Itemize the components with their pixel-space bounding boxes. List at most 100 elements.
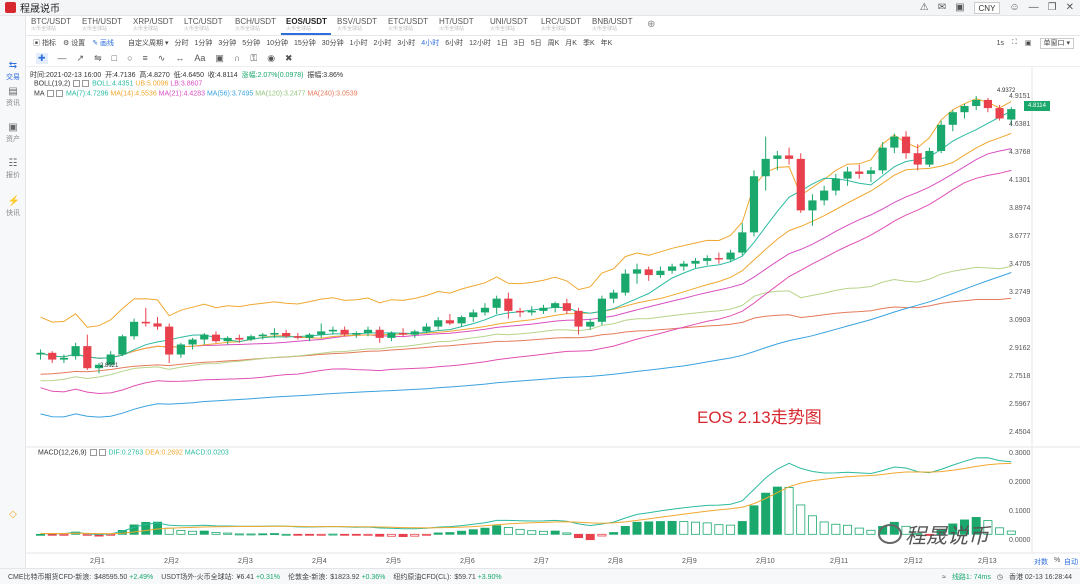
fullscreen-icon[interactable]: ⛶ [1012,39,1017,46]
period-option[interactable]: 5分钟 [242,40,261,47]
quote-item[interactable]: USDT场外-火币全球站: ¥6.41 +0.31% [161,573,280,581]
currency-select[interactable]: CNY [973,2,1001,14]
measure-tool-icon[interactable]: ▣ [215,52,224,63]
ray-tool-icon[interactable]: ↗ [76,52,85,63]
add-tab-icon[interactable]: ⊕ [647,19,656,30]
period-option[interactable]: 分时 [174,40,189,47]
settings-button[interactable]: ⚙ 设置 [62,40,86,47]
fib-tool-icon[interactable]: ≡ [142,53,148,63]
indicator-settings-icon[interactable] [89,449,97,456]
tab-btc[interactable]: BTC/USDT 火币全球站 [26,17,76,35]
period-option[interactable]: 季K [582,40,595,47]
period-option[interactable]: 1小时 [349,40,368,47]
tab-eos[interactable]: EOS/USDT 火币全球站 [281,17,331,35]
quote-item[interactable]: 伦敦金-新浪: $1823.92 +0.36% [287,573,386,581]
period-option[interactable]: 周K [547,40,560,47]
delete-tool-icon[interactable]: ✖ [285,52,293,63]
bell-icon[interactable]: ⚠ [919,2,929,13]
candle-up [270,333,279,335]
period-option[interactable]: 2小时 [373,40,392,47]
current-price-tag: 4.8114 [1024,101,1050,111]
ma-legend: MA MA(7):4.7296 MA(14):4.5536 MA(21):4.4… [34,90,358,97]
chart-area[interactable] [26,67,1080,568]
price-tick: 4.1301 [1009,177,1031,184]
tab-bch[interactable]: BCH/USDT 火币全球站 [230,17,280,35]
layout-select[interactable]: 单窗口 ▾ [1039,37,1074,49]
quote-item[interactable]: 纽约原油CFD(CL): $59.71 +3.90% [393,573,502,581]
log-scale-toggle[interactable]: 对数 [1034,559,1048,566]
period-option[interactable]: 5日 [530,40,542,47]
circle-tool-icon[interactable]: ○ [127,53,133,63]
macd-bar [807,515,817,535]
period-option[interactable]: 1日 [496,40,508,47]
macd-bar [211,532,221,535]
macd-bar [293,533,303,536]
macd-bar [936,529,946,535]
tab-bnb[interactable]: BNB/USDT 火币全球站 [587,17,637,35]
sidebar-item-quote[interactable]: ☷ 报价 [0,158,26,180]
indicator-settings-icon[interactable] [47,90,55,97]
magnet-tool-icon[interactable]: ∩ [233,53,241,63]
period-option[interactable]: 3日 [513,40,525,47]
macd-bar [398,533,408,537]
tab-bsv[interactable]: BSV/USDT 火币全球站 [332,17,382,35]
sidebar-item-assets[interactable]: ▣ 资产 [0,122,26,144]
tab-exchange: 火币全球站 [541,26,567,32]
rect-tool-icon[interactable]: □ [111,53,118,63]
arrow-tool-icon[interactable]: ↔ [175,53,185,63]
indicator-button[interactable]: ▣ 指标 [33,40,56,47]
sidebar-item-gift[interactable]: ◇ [0,509,26,521]
macd-bar [47,533,57,536]
period-option[interactable]: 月K [565,40,577,47]
tab-lrc[interactable]: LRC/USDT 火币全球站 [536,17,586,35]
maximize-icon[interactable]: ❐ [1047,2,1057,13]
lock-tool-icon[interactable]: ⚿ [250,52,258,63]
period-option[interactable]: 30分钟 [321,40,344,47]
tab-ht[interactable]: HT/USDT 火币全球站 [434,17,484,35]
tab-eth[interactable]: ETH/USDT 火币全球站 [77,17,127,35]
custom-period-button[interactable]: 自定义周期 ▾ [128,40,169,47]
period-option[interactable]: 10分钟 [266,40,288,47]
period-option[interactable]: 3小时 [397,40,416,47]
period-option[interactable]: 15分钟 [293,40,316,47]
auto-scale-toggle[interactable]: 自动 [1064,559,1078,566]
sidebar-item-trade[interactable]: ⇆ 交易 [0,60,26,82]
percent-scale-toggle[interactable]: % [1054,557,1061,564]
quote-item[interactable]: CME比特币期货CFD-新浪: $48595.50 +2.49% [8,573,154,581]
indicator-close-icon[interactable] [56,90,64,97]
screenshot-icon[interactable]: ▣ [1024,40,1032,47]
channel-tool-icon[interactable]: ⇋ [94,52,102,63]
minimize-icon[interactable]: — [1028,2,1039,13]
tab-etc[interactable]: ETC/USDT 火币全球站 [383,17,433,35]
close-icon[interactable]: ✕ [1065,2,1074,13]
period-option[interactable]: 年K [600,40,613,47]
sidebar-item-news[interactable]: ▤ 资讯 [0,86,26,108]
tab-ltc[interactable]: LTC/USDT 火币全球站 [179,17,229,35]
period-option[interactable]: 6小时 [445,40,464,47]
macd-bar [667,520,677,535]
tab-xrp[interactable]: XRP/USDT 火币全球站 [128,17,178,35]
crosshair-tool-icon[interactable]: ✚ [36,52,48,64]
period-option-active[interactable]: 4小时 [421,40,440,47]
indicator-settings-icon[interactable] [73,80,81,87]
macd-bar [995,527,1005,535]
candle-up [492,298,501,308]
mail-icon[interactable]: ✉ [937,2,947,13]
period-option[interactable]: 3分钟 [218,40,237,47]
sidebar-item-label: 报价 [6,172,20,179]
drawing-button[interactable]: ✎ 画线 [92,40,114,47]
line-tool-icon[interactable]: — [57,53,67,63]
message-icon[interactable]: ▣ [955,2,965,13]
text-tool-icon[interactable]: Aa [194,53,206,63]
indicator-close-icon[interactable] [98,449,106,456]
tab-uni[interactable]: UNI/USDT 火币全球站 [485,17,535,35]
period-option[interactable]: 1分钟 [194,40,213,47]
macd-bar [36,533,46,536]
eye-tool-icon[interactable]: ◉ [267,52,276,63]
sidebar-item-flash[interactable]: ⚡ 快讯 [0,196,26,218]
wave-tool-icon[interactable]: ∿ [157,52,166,63]
user-icon[interactable]: ☺ [1009,2,1020,13]
period-option[interactable]: 12小时 [469,40,491,47]
indicator-close-icon[interactable] [82,80,90,87]
refresh-interval[interactable]: 1s [996,39,1004,47]
